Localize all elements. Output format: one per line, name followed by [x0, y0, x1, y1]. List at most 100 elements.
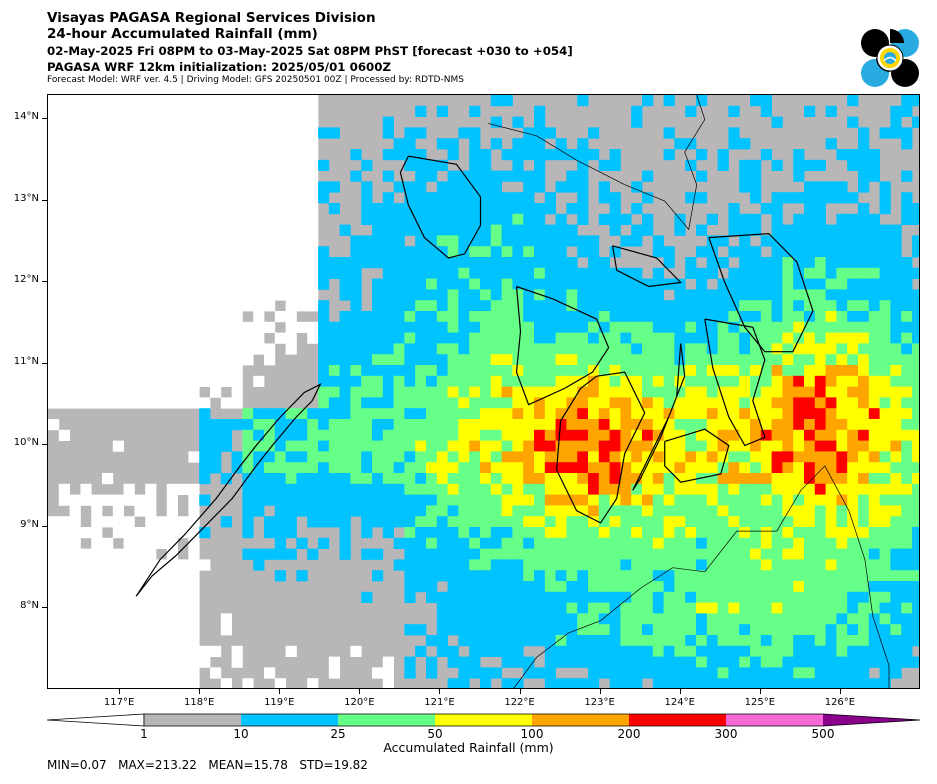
rain-cell — [566, 311, 578, 323]
rain-cell — [80, 624, 92, 636]
rain-cell — [858, 375, 870, 387]
rain-cell — [274, 127, 286, 139]
rain-cell — [458, 332, 470, 344]
rain-cell — [372, 278, 384, 290]
rain-cell — [264, 170, 276, 182]
rain-cell — [447, 278, 459, 290]
rain-cell — [264, 343, 276, 355]
rain-cell — [436, 537, 448, 549]
rain-cell — [685, 408, 697, 420]
rain-cell — [80, 667, 92, 679]
rain-cell — [242, 300, 254, 312]
rain-cell — [804, 203, 816, 215]
rain-cell — [609, 289, 621, 301]
rain-cell — [253, 462, 265, 474]
rain-cell — [598, 624, 610, 636]
rain-cell — [544, 473, 556, 485]
rain-cell — [307, 138, 319, 150]
rain-cell — [674, 408, 686, 420]
rain-cell — [490, 386, 502, 398]
rain-cell — [814, 429, 826, 441]
rain-cell — [858, 613, 870, 625]
rain-cell — [102, 581, 114, 593]
rain-cell — [814, 678, 826, 688]
rain-cell — [901, 440, 913, 452]
rain-cell — [210, 127, 222, 139]
rain-cell — [156, 149, 168, 161]
rain-cell — [123, 494, 135, 506]
rain-cell — [112, 127, 124, 139]
rain-cell — [793, 257, 805, 269]
rain-cell — [804, 343, 816, 355]
rain-cell — [555, 311, 567, 323]
rain-cell — [901, 505, 913, 517]
rain-cell — [512, 548, 524, 560]
rain-cell — [242, 289, 254, 301]
rain-cell — [458, 635, 470, 647]
rain-cell — [156, 267, 168, 279]
rain-cell — [469, 527, 481, 539]
rain-cell — [426, 537, 438, 549]
rain-cell — [156, 95, 168, 107]
rain-cell — [285, 440, 297, 452]
rain-cell — [393, 440, 405, 452]
rain-cell — [242, 516, 254, 528]
rain-cell — [825, 591, 837, 603]
rain-cell — [393, 375, 405, 387]
rain-cell — [566, 440, 578, 452]
rain-cell — [793, 537, 805, 549]
rain-cell — [544, 645, 556, 657]
rain-cell — [674, 278, 686, 290]
rain-cell — [285, 105, 297, 117]
rain-cell — [523, 451, 535, 463]
rain-cell — [674, 678, 686, 688]
rain-cell — [318, 505, 330, 517]
rain-cell — [804, 397, 816, 409]
rain-cell — [523, 375, 535, 387]
rain-cell — [145, 548, 157, 560]
rain-cell — [717, 473, 729, 485]
colorbar-level-label: 50 — [427, 727, 443, 741]
rain-cell — [652, 591, 664, 603]
rain-cell — [825, 354, 837, 366]
rain-cell — [469, 224, 481, 236]
rain-cell — [728, 289, 740, 301]
rain-cell — [771, 548, 783, 560]
rain-cell — [112, 570, 124, 582]
rain-cell — [393, 343, 405, 355]
rain-cell — [814, 213, 826, 225]
rain-cell — [652, 429, 664, 441]
rain-cell — [609, 321, 621, 333]
rain-cell — [145, 257, 157, 269]
rain-cell — [112, 494, 124, 506]
rain-cell — [123, 527, 135, 539]
rain-cell — [912, 311, 919, 323]
rain-cell — [652, 343, 664, 355]
rain-cell — [663, 516, 675, 528]
rain-cell — [631, 667, 643, 679]
rain-cell — [523, 602, 535, 614]
rain-cell — [188, 246, 200, 258]
rain-cell — [490, 505, 502, 517]
rain-cell — [102, 537, 114, 549]
rain-cell — [382, 343, 394, 355]
rain-cell — [760, 656, 772, 668]
colorbar-max-extend — [823, 714, 920, 726]
credits-line: Forecast Model: WRF ver. 4.5 | Driving M… — [47, 75, 464, 85]
rain-cell — [642, 645, 654, 657]
rain-cell — [328, 483, 340, 495]
rain-cell — [199, 343, 211, 355]
rain-cell — [123, 246, 135, 258]
rain-cell — [210, 365, 222, 377]
rain-cell — [415, 581, 427, 593]
rain-cell — [652, 483, 664, 495]
rain-cell — [145, 278, 157, 290]
rain-cell — [490, 267, 502, 279]
rain-cell — [750, 429, 762, 441]
rain-cell — [156, 203, 168, 215]
rain-cell — [804, 321, 816, 333]
rain-cell — [145, 289, 157, 301]
rain-cell — [674, 419, 686, 431]
rain-cell — [145, 267, 157, 279]
rain-cell — [534, 235, 546, 247]
